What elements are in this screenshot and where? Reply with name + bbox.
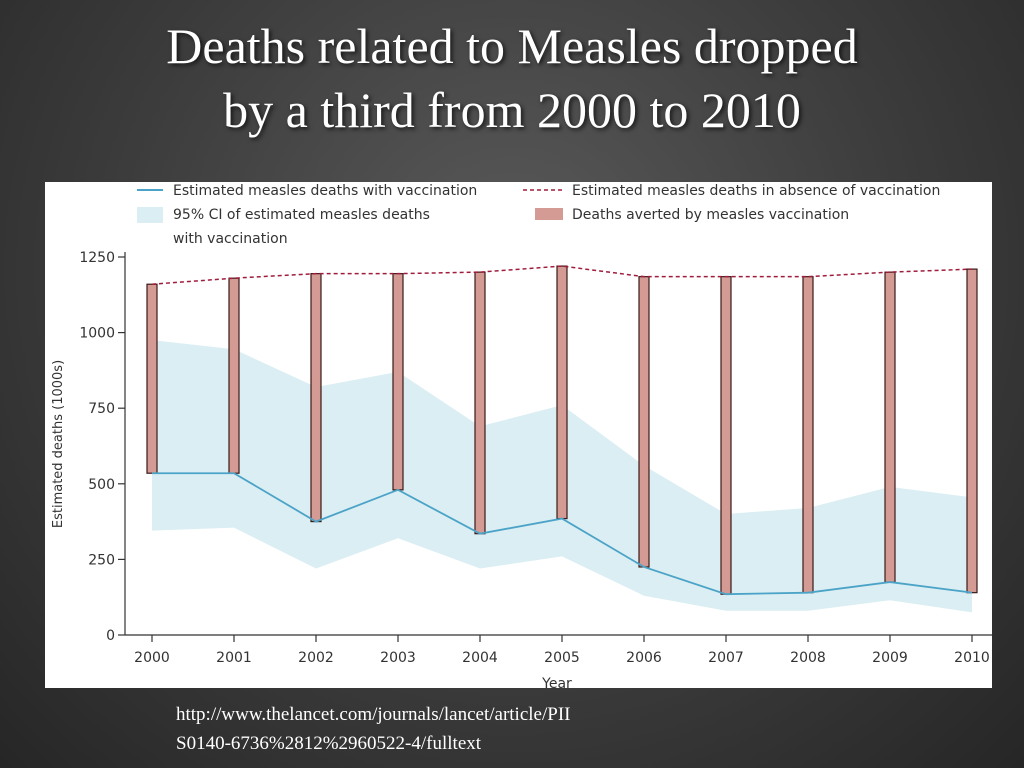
- legend-swatch-averted: [535, 208, 563, 220]
- x-tick-label: 2007: [708, 650, 744, 666]
- series-line-absence: [151, 265, 973, 285]
- x-tick-label: 2000: [134, 650, 170, 666]
- source-url-line-2[interactable]: S0140-6736%2812%2960522-4/fulltext: [176, 733, 482, 754]
- averted-bar: [556, 265, 568, 520]
- averted-bar: [474, 271, 486, 535]
- legend-label-with-vaccination: Estimated measles deaths with vaccinatio…: [173, 183, 477, 199]
- averted-bar: [802, 276, 814, 594]
- averted-bar: [884, 271, 896, 583]
- x-tick-label: 2004: [462, 650, 498, 666]
- averted-bar: [966, 268, 978, 594]
- measles-deaths-chart: 0 250 500 750 1000 1250 2000 2001 2002 2003 2004 20…: [51, 183, 992, 688]
- legend-label-ci-line-1: 95% CI of estimated measles deaths: [173, 207, 430, 223]
- axis-labels-layer: Year Estimated deaths (1000s): [51, 360, 572, 688]
- y-tick-label: 250: [88, 552, 115, 568]
- x-axis-title: Year: [541, 676, 572, 688]
- x-tick-label: 2003: [380, 650, 416, 666]
- x-tick-label: 2001: [216, 650, 252, 666]
- slide-title-line-1: Deaths related to Measles dropped: [166, 18, 858, 74]
- y-tick-label: 500: [88, 477, 115, 493]
- averted-bar: [392, 273, 404, 491]
- legend-label-averted: Deaths averted by measles vaccination: [572, 207, 849, 223]
- y-axis-title: Estimated deaths (1000s): [51, 360, 66, 528]
- legend-swatch-ci: [137, 207, 163, 223]
- x-tick-label: 2010: [954, 650, 990, 666]
- slide-title-line-2: by a third from 2000 to 2010: [223, 82, 801, 138]
- series-line-with-vaccination: [152, 472, 973, 596]
- source-url-line-1[interactable]: http://www.thelancet.com/journals/lancet…: [176, 704, 571, 725]
- x-tick-label: 2009: [872, 650, 908, 666]
- y-tick-label: 1000: [79, 326, 115, 342]
- slide-title: Deaths related to Measles dropped by a t…: [0, 14, 1024, 142]
- legend-label-absence: Estimated measles deaths in absence of v…: [572, 183, 940, 199]
- y-tick-label: 0: [106, 628, 115, 644]
- series-lines-layer: [151, 265, 973, 596]
- averted-bar: [146, 283, 158, 474]
- legend-label-ci-line-2: with vaccination: [173, 231, 288, 247]
- x-tick-label: 2005: [544, 650, 580, 666]
- source-url[interactable]: http://www.thelancet.com/journals/lancet…: [176, 700, 570, 758]
- x-tick-label: 2002: [298, 650, 334, 666]
- x-tick-label: 2008: [790, 650, 826, 666]
- averted-bar: [720, 276, 732, 595]
- x-tick-label: 2006: [626, 650, 662, 666]
- chart-panel: 0 250 500 750 1000 1250 2000 2001 2002 2003 2004 20…: [45, 182, 992, 688]
- y-tick-label: 1250: [79, 250, 115, 266]
- legend: Estimated measles deaths with vaccinatio…: [137, 183, 940, 247]
- averted-bar: [310, 273, 322, 523]
- averted-bar: [638, 276, 650, 568]
- y-tick-label: 750: [88, 401, 115, 417]
- averted-bar: [228, 277, 240, 474]
- axis-layer: 0 250 500 750 1000 1250 2000 2001 2002 2003 2004 20…: [79, 250, 992, 666]
